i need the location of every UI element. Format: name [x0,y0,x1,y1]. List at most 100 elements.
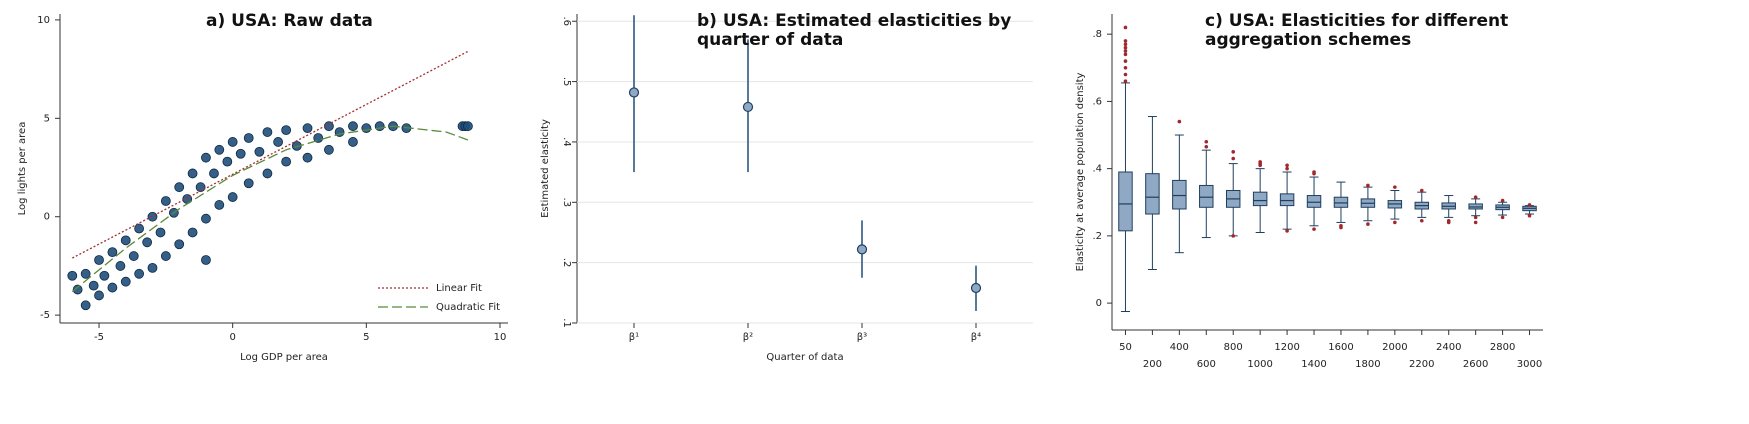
x-axis-label: Quarter of data [766,352,843,363]
x-tick-label: 2000 [1382,342,1407,353]
point [348,121,358,132]
point [160,251,171,261]
outlier [1366,183,1370,188]
outlier [1123,39,1128,43]
outlier [1393,220,1397,225]
outlier [1231,234,1236,238]
point [94,290,104,301]
point [201,255,211,265]
box [1279,193,1295,207]
x-tick-label: 10 [494,332,507,343]
box [1199,184,1214,208]
x-tick-label: β¹ [629,332,639,343]
point [120,235,131,246]
y-tick-label: 10 [37,15,50,26]
box [1118,171,1133,232]
point [187,168,198,179]
y-tick-label: -5 [40,310,50,321]
x-tick-label: 800 [1224,342,1243,353]
outlier [1312,227,1316,231]
x-tick-label: 3000 [1517,359,1542,370]
point [227,137,238,147]
point [742,101,754,113]
fit-line [71,125,469,293]
legend-label: Quadratic Fit [436,302,500,313]
y-axis-label: Log lights per area [17,122,28,216]
x-tick-label: 2400 [1436,342,1461,353]
outlier [1123,59,1128,63]
chart-title: a) USA: Raw data [206,11,373,31]
point [281,125,292,136]
y-tick-label: .1 [561,318,572,328]
point [128,251,139,261]
x-tick-label: 2800 [1490,342,1515,353]
outlier [1500,198,1505,203]
point [302,123,313,134]
point [201,213,211,224]
y-tick-label: 0 [1096,298,1102,309]
point [243,133,254,143]
x-tick-label: β³ [857,332,867,343]
box [1145,173,1160,215]
point [174,239,185,250]
point [120,276,131,287]
y-tick-label: .2 [1092,231,1102,242]
point [94,255,104,265]
x-tick-label: 1800 [1355,359,1380,370]
point [99,270,110,281]
point [324,144,334,155]
point [856,244,868,255]
outlier [1123,52,1128,57]
x-tick-label: 600 [1197,359,1216,370]
outlier [1177,119,1182,124]
point [302,152,313,163]
point [155,227,166,238]
point [88,280,99,291]
outlier [1123,42,1128,47]
box [1306,195,1322,208]
outlier [1258,160,1262,164]
point [374,121,385,132]
point [262,168,273,179]
outlier [1123,25,1128,30]
x-axis-label: Log GDP per area [240,352,328,363]
point [142,237,153,248]
y-tick-label: 5 [44,113,50,124]
outlier [1527,203,1532,207]
point [254,146,265,157]
outlier [1285,229,1289,233]
y-tick-label: .4 [1092,164,1102,175]
point [214,144,225,155]
point [160,196,171,206]
point [262,127,273,137]
fit-line [71,50,469,259]
point [348,137,358,147]
outlier [1123,72,1128,77]
point [970,282,982,294]
point [243,178,254,189]
outlier [1123,65,1128,70]
point [115,261,126,271]
outlier [1285,166,1289,171]
x-tick-label: 2600 [1463,359,1488,370]
outlier [1366,222,1370,226]
box [1252,191,1268,207]
x-tick-label: 1000 [1247,359,1272,370]
point [67,270,78,281]
outlier [1419,188,1424,193]
point [147,211,158,222]
point [187,227,198,238]
point [273,137,284,147]
x-tick-label: 5 [363,332,369,343]
x-tick-label: 1600 [1328,342,1353,353]
outlier [1473,215,1478,220]
outlier [1231,156,1236,161]
outlier [1204,139,1209,144]
x-tick-label: 2200 [1409,359,1434,370]
chart-title: c) USA: Elasticities for different aggre… [1205,11,1509,50]
outlier [1285,163,1289,168]
box [1172,179,1187,210]
point [209,168,219,179]
box [1333,196,1349,208]
